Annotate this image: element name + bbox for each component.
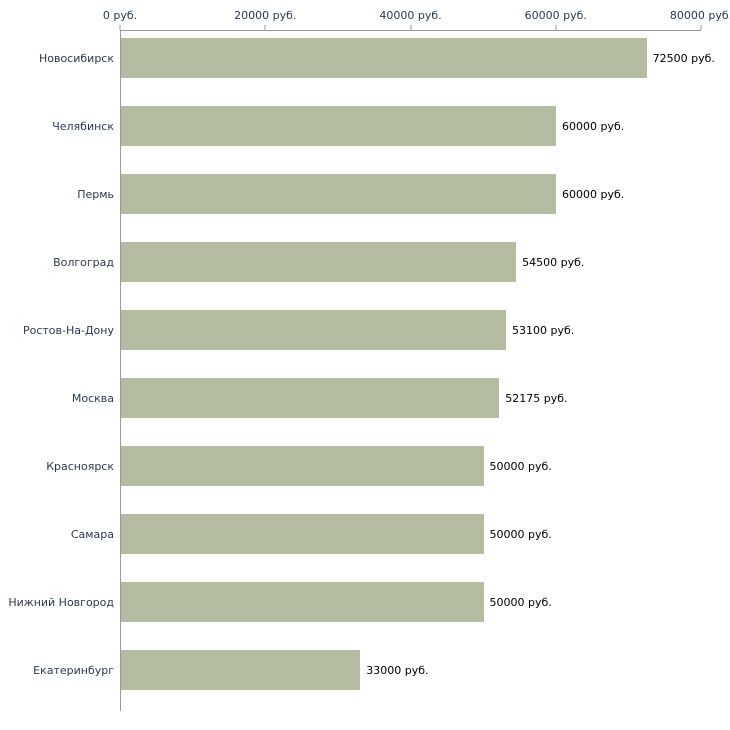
bar: [121, 310, 506, 350]
bar: [121, 242, 517, 282]
value-label: 33000 руб.: [366, 663, 429, 677]
category-label: Волгоград: [53, 255, 114, 269]
value-label: 54500 руб.: [522, 255, 585, 269]
x-tick-mark: [555, 25, 557, 30]
category-label: Новосибирск: [38, 51, 114, 65]
category-label: Пермь: [77, 187, 114, 201]
x-tick-label: 80000 руб.: [669, 9, 730, 22]
bar-row: Нижний Новгород 50000 руб.: [8, 574, 701, 642]
category-label: Москва: [71, 391, 114, 405]
x-tick-mark: [119, 25, 121, 30]
bar: [121, 106, 556, 146]
x-tick-mark: [264, 25, 266, 30]
bar-row: Красноярск 50000 руб.: [46, 438, 701, 506]
x-tick-label: 20000 руб.: [234, 9, 297, 22]
bar: [121, 514, 484, 554]
bar-row: Самара 50000 руб.: [71, 506, 701, 574]
x-tick-label: 0 руб.: [102, 9, 138, 22]
bar: [121, 650, 361, 690]
x-axis-line: [120, 30, 701, 31]
bar: [121, 174, 556, 214]
x-tick-label: 40000 руб.: [379, 9, 442, 22]
bar-row: Екатеринбург 33000 руб.: [33, 642, 701, 710]
bar: [121, 378, 500, 418]
category-label: Ростов-На-Дону: [22, 323, 114, 337]
value-label: 52175 руб.: [505, 391, 568, 405]
bar: [121, 38, 647, 78]
bar-row: Челябинск 60000 руб.: [52, 98, 701, 166]
bar: [121, 582, 484, 622]
value-label: 72500 руб.: [652, 51, 715, 65]
category-label: Челябинск: [52, 119, 114, 133]
bar-row: Пермь 60000 руб.: [77, 166, 701, 234]
plot-area: Новосибирск 72500 руб. Челябинск 60000 руб.…: [8, 30, 715, 710]
bar-row: Москва 52175 руб.: [72, 370, 701, 438]
x-axis: 0 руб. 20000 руб. 40000 руб. 60000 руб. 8000…: [103, 0, 730, 30]
x-tick-label: 60000 руб.: [524, 9, 587, 22]
value-label: 50000 руб.: [489, 459, 552, 473]
x-tick-mark: [410, 25, 411, 30]
value-label: 53100 руб.: [511, 323, 575, 337]
category-label: Красноярск: [46, 459, 114, 473]
bar: [121, 446, 484, 486]
value-label: 60000 руб.: [562, 187, 625, 201]
bar-row: Волгоград 54500 руб.: [53, 234, 701, 302]
category-label: Самара: [70, 527, 114, 541]
category-label: Екатеринбург: [33, 663, 114, 677]
y-axis-line: [120, 30, 121, 711]
value-label: 50000 руб.: [489, 595, 552, 609]
category-label: Нижний Новгород: [8, 595, 114, 609]
value-label: 60000 руб.: [562, 119, 625, 133]
bar-row: Ростов-На-Дону 53100 руб.: [23, 302, 701, 370]
bar-row: Новосибирск 72500 руб.: [39, 30, 715, 98]
value-label: 50000 руб.: [489, 527, 552, 541]
x-tick-mark: [700, 25, 702, 30]
